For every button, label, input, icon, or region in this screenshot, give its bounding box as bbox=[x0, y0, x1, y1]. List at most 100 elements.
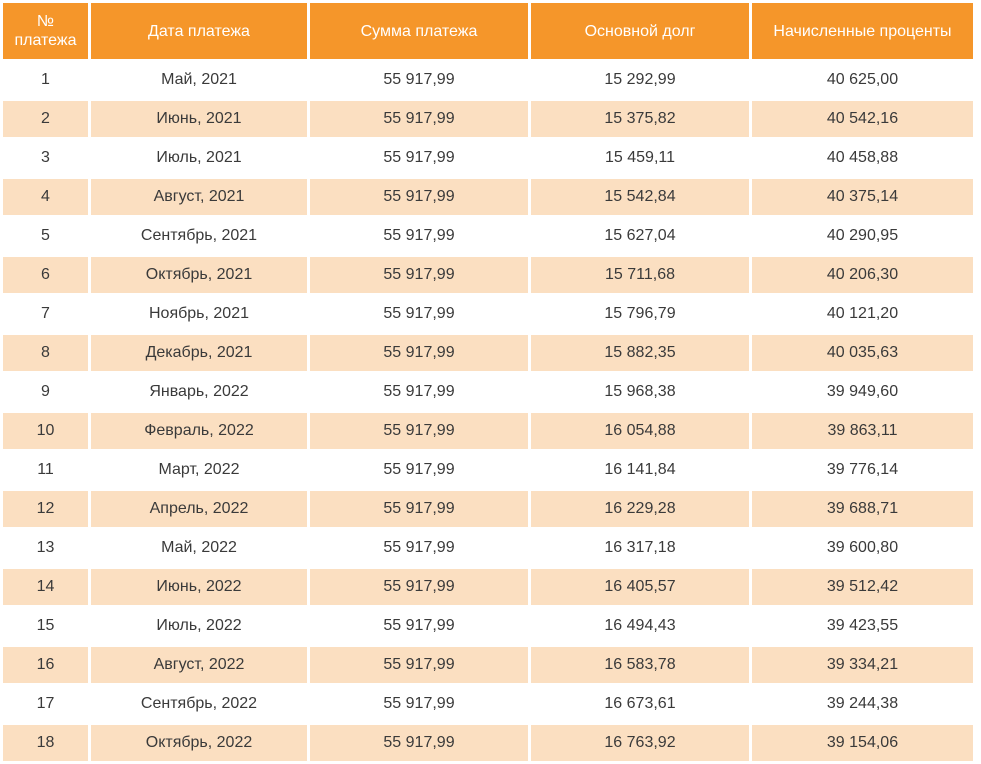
cell-principal: 15 627,04 bbox=[531, 218, 749, 254]
table-row: 2 Июнь, 2021 55 917,99 15 375,82 40 542,16 bbox=[3, 101, 973, 137]
cell-interest: 40 542,16 bbox=[752, 101, 973, 137]
header-payment-number-label: № платежа bbox=[14, 13, 77, 49]
header-payment-date: Дата платежа bbox=[91, 3, 307, 59]
cell-payment-amount: 55 917,99 bbox=[310, 413, 528, 449]
cell-payment-number: 18 bbox=[3, 725, 88, 761]
cell-payment-date: Октябрь, 2022 bbox=[91, 725, 307, 761]
table-row: 1 Май, 2021 55 917,99 15 292,99 40 625,00 bbox=[3, 62, 973, 98]
cell-principal: 16 141,84 bbox=[531, 452, 749, 488]
cell-interest: 40 121,20 bbox=[752, 296, 973, 332]
table-row: 5 Сентябрь, 2021 55 917,99 15 627,04 40 290,… bbox=[3, 218, 973, 254]
cell-interest: 39 154,06 bbox=[752, 725, 973, 761]
cell-payment-amount: 55 917,99 bbox=[310, 296, 528, 332]
cell-payment-date: Июль, 2021 bbox=[91, 140, 307, 176]
cell-interest: 40 206,30 bbox=[752, 257, 973, 293]
cell-payment-number: 11 bbox=[3, 452, 88, 488]
cell-principal: 16 583,78 bbox=[531, 647, 749, 683]
cell-payment-number: 4 bbox=[3, 179, 88, 215]
table-body: 1 Май, 2021 55 917,99 15 292,99 40 625,00 2 Ию… bbox=[3, 62, 973, 761]
cell-payment-number: 12 bbox=[3, 491, 88, 527]
cell-interest: 40 290,95 bbox=[752, 218, 973, 254]
table-row: 15 Июль, 2022 55 917,99 16 494,43 39 423,55 bbox=[3, 608, 973, 644]
table-row: 10 Февраль, 2022 55 917,99 16 054,88 39 863,… bbox=[3, 413, 973, 449]
table-row: 13 Май, 2022 55 917,99 16 317,18 39 600,80 bbox=[3, 530, 973, 566]
cell-interest: 40 458,88 bbox=[752, 140, 973, 176]
cell-payment-date: Март, 2022 bbox=[91, 452, 307, 488]
table-row: 11 Март, 2022 55 917,99 16 141,84 39 776,14 bbox=[3, 452, 973, 488]
table-row: 16 Август, 2022 55 917,99 16 583,78 39 334,2… bbox=[3, 647, 973, 683]
cell-payment-date: Сентябрь, 2021 bbox=[91, 218, 307, 254]
cell-payment-amount: 55 917,99 bbox=[310, 101, 528, 137]
cell-payment-amount: 55 917,99 bbox=[310, 569, 528, 605]
cell-payment-number: 10 bbox=[3, 413, 88, 449]
cell-principal: 15 542,84 bbox=[531, 179, 749, 215]
cell-payment-amount: 55 917,99 bbox=[310, 725, 528, 761]
table-header-row: № платежа Дата платежа Сумма платежа Осн… bbox=[3, 3, 973, 59]
cell-payment-number: 2 bbox=[3, 101, 88, 137]
cell-payment-amount: 55 917,99 bbox=[310, 374, 528, 410]
cell-interest: 40 035,63 bbox=[752, 335, 973, 371]
cell-interest: 39 688,71 bbox=[752, 491, 973, 527]
header-interest: Начисленные проценты bbox=[752, 3, 973, 59]
cell-payment-date: Октябрь, 2021 bbox=[91, 257, 307, 293]
cell-principal: 16 763,92 bbox=[531, 725, 749, 761]
cell-principal: 16 317,18 bbox=[531, 530, 749, 566]
cell-payment-amount: 55 917,99 bbox=[310, 335, 528, 371]
table-row: 8 Декабрь, 2021 55 917,99 15 882,35 40 035,6… bbox=[3, 335, 973, 371]
table-row: 12 Апрель, 2022 55 917,99 16 229,28 39 688,7… bbox=[3, 491, 973, 527]
cell-payment-amount: 55 917,99 bbox=[310, 140, 528, 176]
cell-payment-number: 15 bbox=[3, 608, 88, 644]
cell-principal: 15 375,82 bbox=[531, 101, 749, 137]
table-row: 3 Июль, 2021 55 917,99 15 459,11 40 458,88 bbox=[3, 140, 973, 176]
cell-payment-number: 9 bbox=[3, 374, 88, 410]
cell-payment-date: Июнь, 2021 bbox=[91, 101, 307, 137]
cell-payment-date: Июнь, 2022 bbox=[91, 569, 307, 605]
table-row: 14 Июнь, 2022 55 917,99 16 405,57 39 512,42 bbox=[3, 569, 973, 605]
cell-principal: 15 968,38 bbox=[531, 374, 749, 410]
table-row: 4 Август, 2021 55 917,99 15 542,84 40 375,14 bbox=[3, 179, 973, 215]
cell-payment-date: Август, 2021 bbox=[91, 179, 307, 215]
cell-payment-amount: 55 917,99 bbox=[310, 179, 528, 215]
cell-payment-date: Май, 2022 bbox=[91, 530, 307, 566]
cell-principal: 16 054,88 bbox=[531, 413, 749, 449]
table-row: 7 Ноябрь, 2021 55 917,99 15 796,79 40 121,20 bbox=[3, 296, 973, 332]
cell-payment-date: Сентябрь, 2022 bbox=[91, 686, 307, 722]
cell-interest: 39 776,14 bbox=[752, 452, 973, 488]
cell-payment-date: Декабрь, 2021 bbox=[91, 335, 307, 371]
cell-payment-amount: 55 917,99 bbox=[310, 530, 528, 566]
cell-payment-number: 6 bbox=[3, 257, 88, 293]
cell-payment-number: 16 bbox=[3, 647, 88, 683]
cell-payment-amount: 55 917,99 bbox=[310, 608, 528, 644]
cell-interest: 39 334,21 bbox=[752, 647, 973, 683]
table-row: 17 Сентябрь, 2022 55 917,99 16 673,61 39 244… bbox=[3, 686, 973, 722]
cell-interest: 39 512,42 bbox=[752, 569, 973, 605]
cell-principal: 15 882,35 bbox=[531, 335, 749, 371]
cell-payment-date: Август, 2022 bbox=[91, 647, 307, 683]
header-payment-number: № платежа bbox=[3, 3, 88, 59]
table-row: 6 Октябрь, 2021 55 917,99 15 711,68 40 206,3… bbox=[3, 257, 973, 293]
cell-interest: 39 863,11 bbox=[752, 413, 973, 449]
cell-payment-number: 7 bbox=[3, 296, 88, 332]
cell-payment-date: Май, 2021 bbox=[91, 62, 307, 98]
cell-principal: 15 711,68 bbox=[531, 257, 749, 293]
cell-payment-date: Июль, 2022 bbox=[91, 608, 307, 644]
cell-payment-number: 1 bbox=[3, 62, 88, 98]
cell-interest: 39 949,60 bbox=[752, 374, 973, 410]
cell-principal: 16 405,57 bbox=[531, 569, 749, 605]
cell-interest: 39 244,38 bbox=[752, 686, 973, 722]
cell-principal: 15 796,79 bbox=[531, 296, 749, 332]
cell-principal: 16 229,28 bbox=[531, 491, 749, 527]
cell-interest: 40 375,14 bbox=[752, 179, 973, 215]
cell-payment-number: 13 bbox=[3, 530, 88, 566]
cell-payment-amount: 55 917,99 bbox=[310, 686, 528, 722]
cell-payment-amount: 55 917,99 bbox=[310, 452, 528, 488]
cell-interest: 39 423,55 bbox=[752, 608, 973, 644]
cell-payment-number: 3 bbox=[3, 140, 88, 176]
table-row: 18 Октябрь, 2022 55 917,99 16 763,92 39 154,… bbox=[3, 725, 973, 761]
cell-payment-number: 17 bbox=[3, 686, 88, 722]
cell-payment-number: 14 bbox=[3, 569, 88, 605]
cell-principal: 15 292,99 bbox=[531, 62, 749, 98]
cell-principal: 16 673,61 bbox=[531, 686, 749, 722]
cell-payment-number: 8 bbox=[3, 335, 88, 371]
table-row: 9 Январь, 2022 55 917,99 15 968,38 39 949,60 bbox=[3, 374, 973, 410]
